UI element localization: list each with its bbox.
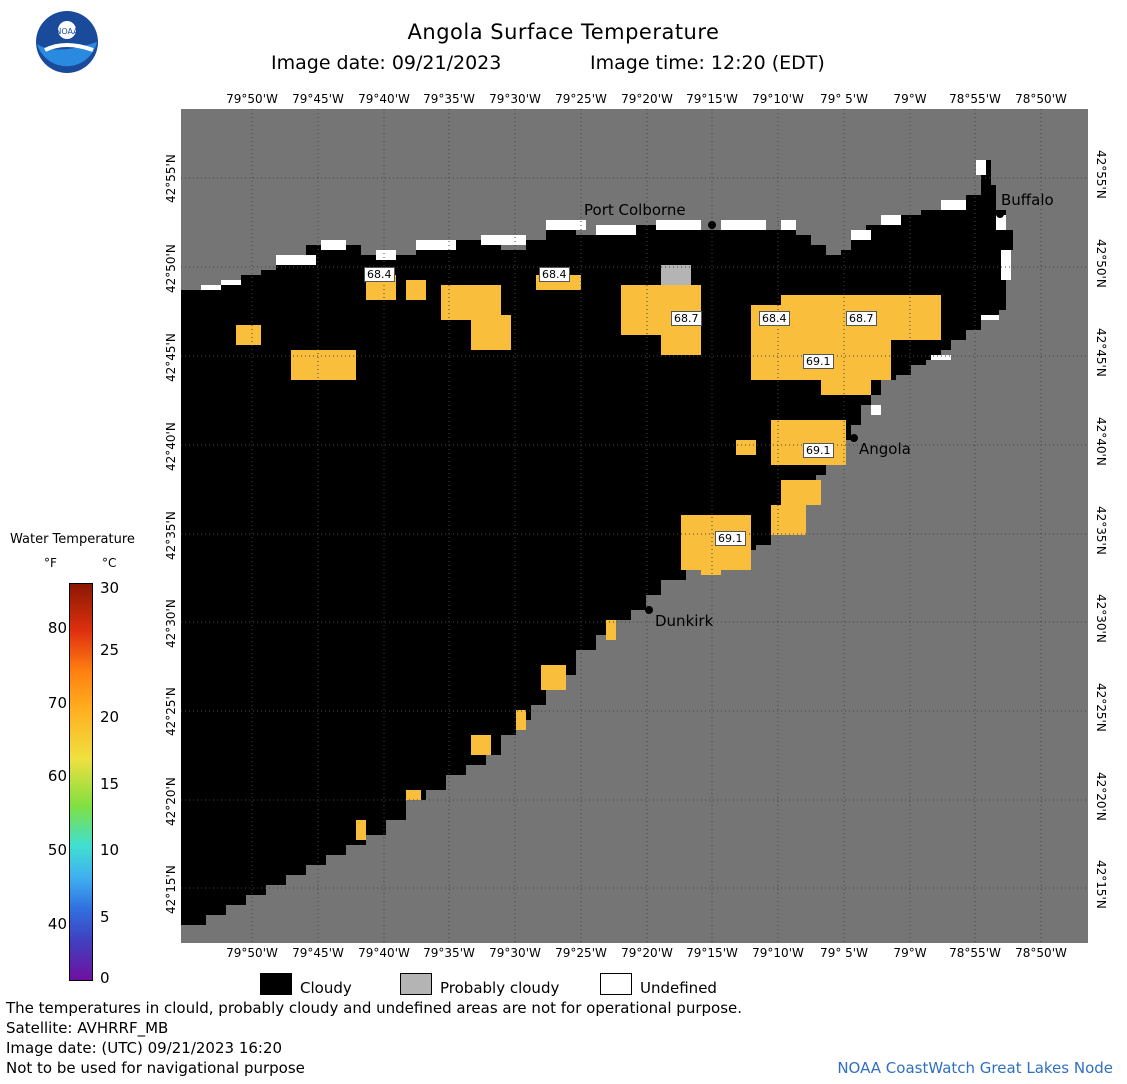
lon-label-bottom: 79°45'W [292, 946, 344, 960]
legend-c-tick: 25 [100, 641, 120, 659]
lon-label-top: 79°30'W [489, 92, 541, 106]
angola-marker [850, 434, 858, 442]
footer-nav-warning: Not to be used for navigational purpose [6, 1059, 305, 1077]
lon-label-bottom: 79°30'W [489, 946, 541, 960]
lat-label-right: 42°55'N [1094, 150, 1108, 199]
lon-label-bottom: 79°20'W [621, 946, 673, 960]
legend-unit-c: °C [102, 556, 117, 570]
lon-label-bottom: 78°55'W [949, 946, 1001, 960]
legend-c-tick: 10 [100, 841, 120, 859]
port-colborne-marker [708, 221, 716, 229]
lat-label-left: 42°20'N [164, 777, 178, 826]
footer-satellite: Satellite: AVHRRF_MB [6, 1019, 169, 1037]
lon-label-top: 79°50'W [226, 92, 278, 106]
lon-label-bottom: 79° 5'W [820, 946, 868, 960]
svg-text:NOAA: NOAA [55, 27, 79, 36]
key-label-undefined: Undefined [640, 979, 717, 997]
footer-utc-date: Image date: (UTC) 09/21/2023 16:20 [6, 1039, 283, 1057]
lon-label-bottom: 79°25'W [555, 946, 607, 960]
sst-label: 68.4 [539, 267, 570, 282]
lat-label-left: 42°40'N [164, 422, 178, 471]
lat-label-left: 42°15'N [164, 865, 178, 914]
lon-label-bottom: 79°35'W [423, 946, 475, 960]
key-swatch-undefined [600, 973, 632, 995]
key-swatch-probably-cloudy [400, 973, 432, 995]
lon-label-top: 79°25'W [555, 92, 607, 106]
legend-unit-f: °F [44, 556, 57, 570]
lat-label-right: 42°30'N [1094, 594, 1108, 643]
lat-label-right: 42°35'N [1094, 506, 1108, 555]
map-canvas [181, 109, 1088, 943]
sst-label: 68.4 [759, 311, 790, 326]
legend-f-tick: 40 [47, 915, 67, 933]
lon-label-top: 78°50'W [1015, 92, 1067, 106]
lon-label-bottom: 78°50'W [1015, 946, 1067, 960]
lat-label-left: 42°55'N [164, 154, 178, 203]
lat-label-right: 42°25'N [1094, 683, 1108, 732]
lon-label-top: 79°45'W [292, 92, 344, 106]
lon-label-bottom: 79°50'W [226, 946, 278, 960]
lon-label-bottom: 79°W [893, 946, 927, 960]
city-label-angola: Angola [859, 440, 911, 458]
lat-label-left: 42°25'N [164, 687, 178, 736]
color-scale-bar [69, 583, 93, 981]
legend-f-tick: 80 [47, 619, 67, 637]
buffalo-marker [996, 210, 1004, 218]
lat-label-left: 42°30'N [164, 599, 178, 648]
lon-label-top: 78°55'W [949, 92, 1001, 106]
lon-label-bottom: 79°40'W [358, 946, 410, 960]
key-label-cloudy: Cloudy [300, 979, 352, 997]
lon-label-top: 79°35'W [423, 92, 475, 106]
city-label-buffalo: Buffalo [1001, 191, 1054, 209]
legend-c-tick: 5 [100, 908, 110, 926]
sst-label: 69.1 [803, 443, 834, 458]
lon-label-top: 79°W [893, 92, 927, 106]
lon-label-top: 79°10'W [752, 92, 804, 106]
lat-label-right: 42°15'N [1094, 860, 1108, 909]
legend-title: Water Temperature [10, 532, 135, 547]
sst-label: 68.4 [364, 267, 395, 282]
legend-f-tick: 50 [47, 841, 67, 859]
legend-c-tick: 30 [100, 579, 120, 597]
lat-label-right: 42°20'N [1094, 772, 1108, 821]
footer-credit: NOAA CoastWatch Great Lakes Node [837, 1059, 1113, 1077]
dunkirk-marker [645, 606, 653, 614]
map-title: Angola Surface Temperature [407, 20, 720, 44]
legend-f-tick: 70 [47, 694, 67, 712]
sst-label: 68.7 [671, 311, 702, 326]
lat-label-left: 42°35'N [164, 511, 178, 560]
key-swatch-cloudy [260, 973, 292, 995]
city-label-port-colborne: Port Colborne [584, 201, 686, 219]
city-label-dunkirk: Dunkirk [655, 612, 714, 630]
lat-label-right: 42°50'N [1094, 239, 1108, 288]
lon-label-top: 79° 5'W [820, 92, 868, 106]
lat-label-left: 42°45'N [164, 333, 178, 382]
legend-c-tick: 15 [100, 775, 120, 793]
sst-label: 68.7 [846, 311, 877, 326]
legend-c-tick: 20 [100, 708, 120, 726]
footer-disclaimer: The temperatures in clould, probably clo… [6, 999, 743, 1017]
image-date-label: Image date: 09/21/2023 [271, 52, 502, 74]
noaa-logo: NOAA [36, 11, 98, 73]
image-time-label: Image time: 12:20 (EDT) [590, 52, 825, 74]
lon-label-bottom: 79°15'W [686, 946, 738, 960]
sst-label: 69.1 [715, 531, 746, 546]
lon-label-top: 79°20'W [621, 92, 673, 106]
legend-f-tick: 60 [47, 767, 67, 785]
lon-label-bottom: 79°10'W [752, 946, 804, 960]
key-label-probably-cloudy: Probably cloudy [440, 979, 560, 997]
lat-label-right: 42°45'N [1094, 328, 1108, 377]
legend-c-tick: 0 [100, 969, 110, 987]
sst-label: 69.1 [803, 354, 834, 369]
lon-label-top: 79°15'W [686, 92, 738, 106]
lon-label-top: 79°40'W [358, 92, 410, 106]
undefined-fringe [201, 160, 1011, 535]
lat-label-right: 42°40'N [1094, 417, 1108, 466]
lat-label-left: 42°50'N [164, 244, 178, 293]
graticule [181, 109, 1088, 943]
